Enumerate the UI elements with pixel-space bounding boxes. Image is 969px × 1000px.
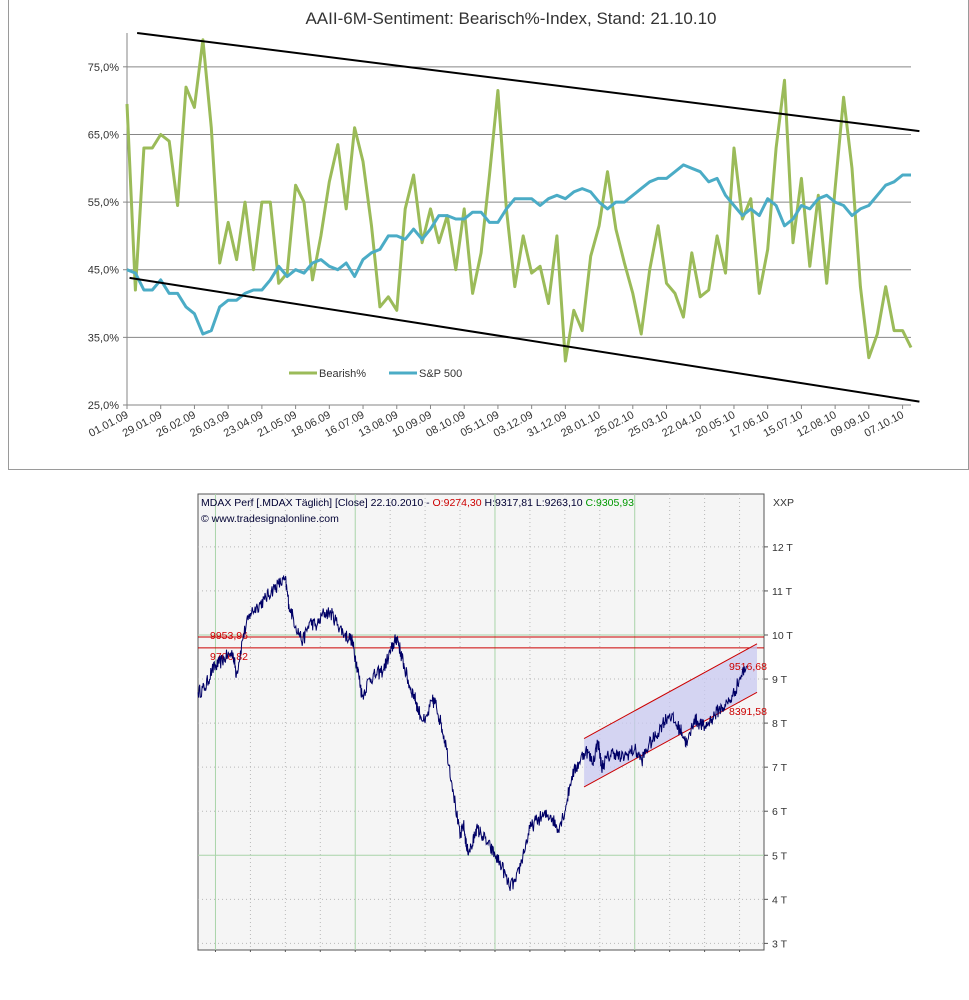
y-tick-label: 65,0%	[88, 129, 119, 141]
channel-lower-label: 8391,58	[729, 706, 767, 718]
trendline-lower	[129, 276, 920, 403]
channel-upper-line	[583, 643, 758, 739]
trend-channel-fill	[584, 643, 757, 787]
legend-label-sp500: S&P 500	[419, 368, 462, 380]
trendline-upper	[136, 32, 920, 133]
legend-label-bearish: Bearish%	[319, 368, 366, 380]
header-high: H:9317,81	[482, 497, 534, 509]
y-tick-label: 3 T	[772, 938, 788, 950]
mdax-chart-svg: 9953,96 9706,82 9516,68 8391,58 12 T 11 T 10…	[196, 492, 794, 952]
y-tick-label: 5 T	[772, 850, 788, 862]
resistance-label: 9706,82	[210, 651, 248, 663]
y-tick-label: 75,0%	[88, 62, 119, 74]
channel-upper-label: 9516,68	[729, 661, 767, 673]
y-tick-label: 25,0%	[88, 400, 119, 412]
header-instrument: MDAX Perf [.MDAX Täglich]	[201, 497, 335, 509]
resistance-label: 9953,96	[210, 630, 248, 642]
header-close: C:9305,93	[585, 497, 634, 509]
header-open: O:9274,30	[433, 497, 482, 509]
header-date: 22.10.2010 -	[371, 497, 433, 509]
right-axis-title: XXP	[773, 497, 794, 509]
y-tick-label: 35,0%	[88, 332, 119, 344]
header-close-label: [Close]	[335, 497, 371, 509]
chart-header: MDAX Perf [.MDAX Täglich] [Close] 22.10.…	[201, 497, 634, 509]
y-tick-label: 55,0%	[88, 197, 119, 209]
y-tick-label: 11 T	[772, 586, 793, 598]
bearish-sentiment-chart: AAII-6M-Sentiment: Bearisch%-Index, Stan…	[8, 0, 969, 470]
y-tick-label: 9 T	[772, 674, 788, 686]
mdax-price-line	[197, 575, 747, 891]
y-tick-label: 12 T	[772, 542, 793, 554]
y-tick-label: 8 T	[772, 718, 788, 730]
sp500-series-line	[126, 163, 911, 336]
header-low: L:9263,10	[533, 497, 586, 509]
chart-title: AAII-6M-Sentiment: Bearisch%-Index, Stan…	[305, 9, 716, 28]
bearish-series-line	[125, 38, 913, 363]
legend: Bearish% S&P 500	[289, 368, 462, 380]
y-tick-label: 4 T	[772, 894, 788, 906]
y-tick-label: 45,0%	[88, 265, 119, 277]
mdax-chart: 9953,96 9706,82 9516,68 8391,58 12 T 11 T 10…	[196, 492, 794, 952]
channel-lower-line	[583, 691, 758, 788]
y-tick-label: 7 T	[772, 762, 788, 774]
bearish-chart-svg: AAII-6M-Sentiment: Bearisch%-Index, Stan…	[87, 9, 920, 440]
y-tick-label: 6 T	[772, 806, 788, 818]
source-credit: © www.tradesignalonline.com	[201, 513, 339, 525]
y-tick-label: 10 T	[772, 630, 793, 642]
